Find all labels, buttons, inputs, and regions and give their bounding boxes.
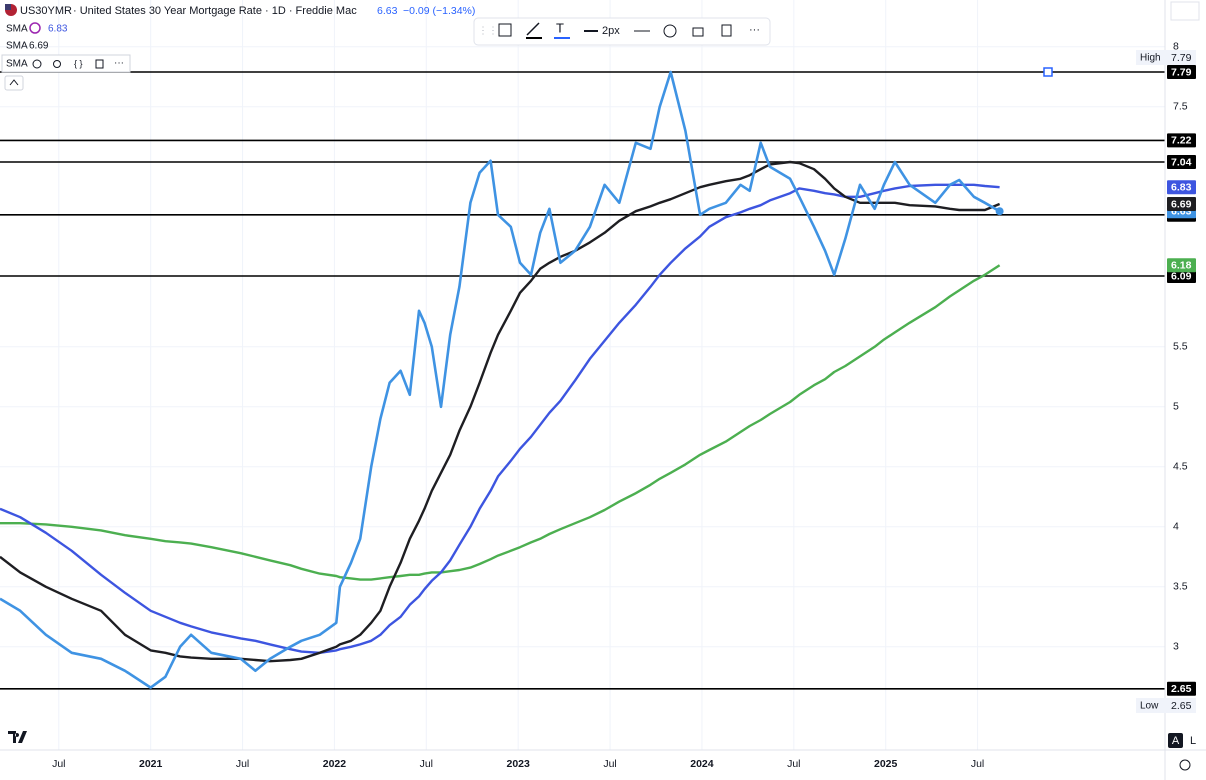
- series-line: [0, 160, 1001, 663]
- text-icon[interactable]: T: [556, 20, 564, 35]
- delete-icon[interactable]: [721, 24, 732, 37]
- x-tick-label: 2021: [139, 758, 163, 770]
- template-icon[interactable]: [498, 23, 512, 37]
- drawing-toolbar: [473, 17, 771, 46]
- legend-icon: [29, 22, 41, 34]
- collapse-button[interactable]: [4, 75, 24, 91]
- symbol: US30YMR: [20, 5, 72, 17]
- legend-label: SMA: [6, 41, 28, 52]
- series-line: [0, 70, 1001, 689]
- axes: Jul 2021 Jul 2022 Jul 2023 Jul 2024 Jul 2025 Jul 3 3…: [52, 41, 1196, 770]
- extreme-box: [1136, 698, 1196, 713]
- extreme-label: High: [1140, 53, 1161, 64]
- collapse-icon: [9, 79, 19, 86]
- x-tick-label: 2024: [690, 758, 714, 770]
- last-value-label-box: [1167, 258, 1196, 273]
- logo: [8, 731, 27, 743]
- axis-settings[interactable]: [1179, 759, 1191, 771]
- pen-icon[interactable]: [526, 22, 540, 36]
- hline-label: 2.65: [1171, 683, 1192, 695]
- y-tick-label: 3: [1173, 641, 1179, 653]
- series-line: [0, 183, 1000, 654]
- last-value-label-box: [1167, 197, 1196, 211]
- hline-label: 6.09: [1171, 270, 1192, 282]
- hline-label: 7.22: [1171, 135, 1192, 147]
- last-value-label: 6.83: [1171, 181, 1192, 193]
- x-tick-label: 2023: [507, 758, 531, 770]
- y-tick-label: 4.5: [1173, 461, 1188, 473]
- hline-label-box: [1167, 681, 1196, 696]
- x-tick-label: Jul: [52, 758, 65, 770]
- y-tick-label: 4: [1173, 521, 1179, 533]
- line-handle: [1043, 67, 1053, 77]
- hline-label: 7.79: [1171, 66, 1192, 78]
- hline-label-box: [1167, 65, 1196, 79]
- chart-title: · United States 30 Year Mortgage Rate · …: [73, 5, 357, 17]
- legend-label: SMA: [6, 59, 28, 70]
- y-tick-label: 5: [1173, 401, 1179, 413]
- drag-handle[interactable]: ⋮⋮: [478, 26, 498, 37]
- more-icon[interactable]: ···: [114, 58, 124, 69]
- flag-icon-canton: [5, 4, 11, 10]
- y-tick-label: 3.5: [1173, 581, 1188, 593]
- plot: [0, 67, 1165, 690]
- line-width[interactable]: 2px: [602, 25, 620, 37]
- last-value-label: 6.18: [1171, 259, 1192, 271]
- x-tick-label: Jul: [236, 758, 249, 770]
- scale-button-label: A: [1172, 735, 1180, 747]
- extreme-value: 2.65: [1171, 700, 1192, 712]
- x-tick-label: Jul: [420, 758, 433, 770]
- scale-button-label[interactable]: L: [1190, 735, 1196, 747]
- y-tick-label: 7.5: [1173, 101, 1188, 113]
- eye-icon[interactable]: [32, 59, 42, 69]
- last-value-label-box: [1167, 180, 1196, 195]
- last-price: 6.63: [377, 5, 398, 17]
- delete-icon[interactable]: [95, 59, 104, 69]
- lock-icon[interactable]: [692, 27, 704, 37]
- x-tick-label: Jul: [971, 758, 984, 770]
- extreme-box: [1136, 50, 1196, 65]
- hline-label-box: [1167, 155, 1196, 169]
- source-icon[interactable]: { }: [74, 58, 83, 68]
- last-point: [995, 207, 1004, 216]
- price-change: −0.09 (−1.34%): [403, 5, 475, 17]
- y-tick-label: 5.5: [1173, 341, 1188, 353]
- legend-label: SMA: [6, 24, 28, 35]
- series-line: [0, 264, 1001, 581]
- x-tick-label: 2025: [874, 758, 898, 770]
- x-tick-label: Jul: [603, 758, 616, 770]
- hline-label: 7.04: [1171, 156, 1192, 168]
- hline-label-box: [1167, 133, 1196, 148]
- more-icon[interactable]: ···: [749, 24, 760, 36]
- settings-icon[interactable]: [663, 24, 677, 38]
- last-value-label: 6.69: [1171, 198, 1192, 210]
- scale-button-auto[interactable]: [1168, 733, 1183, 748]
- extreme-value: 7.79: [1171, 52, 1192, 64]
- settings-icon[interactable]: [53, 60, 61, 68]
- axis-menu-button[interactable]: [1170, 1, 1200, 21]
- x-tick-label: Jul: [787, 758, 800, 770]
- y-tick-label: 8: [1173, 41, 1179, 53]
- hline-label-box: [1167, 269, 1196, 283]
- extreme-label: Low: [1140, 701, 1159, 712]
- legend-value: 6.69: [29, 41, 49, 52]
- x-tick-label: 2022: [323, 758, 347, 770]
- legend-value: 6.83: [48, 24, 68, 35]
- grid: [0, 0, 1165, 750]
